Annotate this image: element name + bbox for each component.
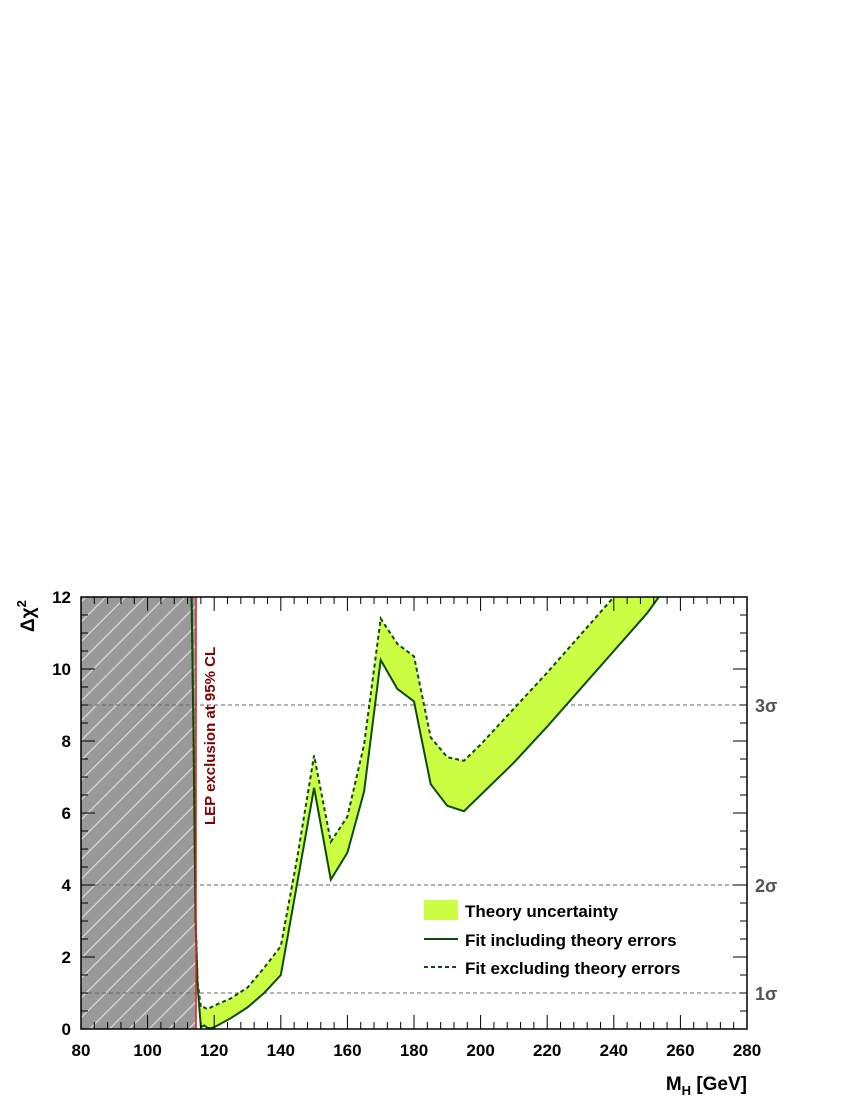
y-axis-ticks: [81, 596, 747, 1030]
y-axis-tick-labels: 0 2 4 6 8 10 12: [52, 588, 71, 1039]
x-tick-label-9: 260: [666, 1041, 694, 1060]
x-axis-tick-labels: 80 100 120 140 160 180 200 220 240 260 280: [72, 1041, 762, 1060]
x-tick-label-6: 200: [466, 1041, 494, 1060]
fit-excluding-theory-errors-line: [190, 597, 615, 1011]
fit-including-theory-errors-line: [190, 597, 660, 1029]
plot-content: [81, 597, 747, 1029]
lep-excluded-region: [81, 597, 196, 1029]
x-axis-ticks: [80, 597, 748, 1029]
y-tick-label-3: 6: [62, 804, 71, 823]
x-tick-label-5: 180: [400, 1041, 428, 1060]
legend-label-theory-uncertainty: Theory uncertainty: [465, 902, 619, 921]
x-tick-label-4: 160: [333, 1041, 361, 1060]
y-tick-label-5: 10: [52, 660, 71, 679]
x-tick-label-10: 280: [733, 1041, 761, 1060]
x-tick-label-8: 240: [600, 1041, 628, 1060]
x-tick-label-3: 140: [267, 1041, 295, 1060]
y-tick-label-4: 8: [62, 732, 71, 751]
x-tick-label-0: 80: [72, 1041, 91, 1060]
legend: Theory uncertainty Fit including theory …: [424, 900, 680, 978]
legend-label-fit-excluding: Fit excluding theory errors: [465, 959, 680, 978]
y-tick-label-6: 12: [52, 588, 71, 607]
y-tick-label-1: 2: [62, 948, 71, 967]
y-tick-label-0: 0: [62, 1020, 71, 1039]
lep-exclusion-label: LEP exclusion at 95% CL: [202, 647, 219, 825]
x-tick-label-1: 100: [133, 1041, 161, 1060]
x-tick-label-7: 220: [533, 1041, 561, 1060]
theory-uncertainty-band: [191, 597, 659, 1029]
sigma-labels: 1σ 2σ 3σ: [755, 696, 777, 1004]
legend-label-fit-including: Fit including theory errors: [465, 931, 677, 950]
legend-swatch-theory-uncertainty: [424, 900, 458, 920]
x-axis-title: MH [GeV]: [666, 1074, 747, 1098]
y-tick-label-2: 4: [62, 876, 72, 895]
x-tick-label-2: 120: [200, 1041, 228, 1060]
sigma-label-3: 3σ: [755, 696, 777, 716]
sigma-label-1: 1σ: [755, 984, 777, 1004]
y-axis-title: Δχ2: [14, 600, 39, 632]
sigma-label-2: 2σ: [755, 876, 777, 896]
